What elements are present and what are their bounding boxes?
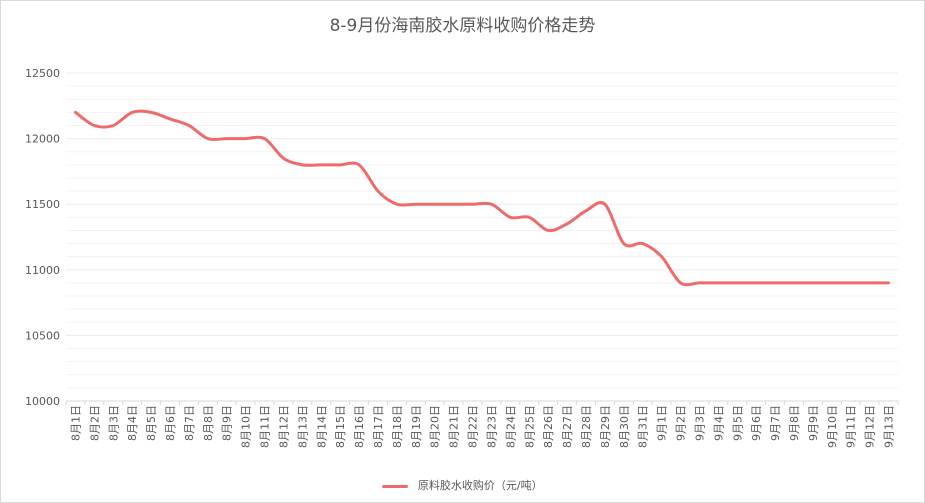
x-tick-label: 8月25日	[523, 405, 536, 448]
series-line	[73, 109, 891, 287]
x-tick-label: 8月17日	[372, 405, 385, 448]
y-tick-label: 11000	[25, 264, 60, 277]
x-tick-label: 9月1日	[656, 405, 669, 441]
x-tick-label: 8月21日	[448, 405, 461, 448]
x-tick-label: 8月7日	[183, 405, 196, 441]
x-tick-label: 8月11日	[259, 405, 272, 448]
x-tick-label: 9月12日	[864, 405, 877, 448]
x-tick-label: 8月28日	[580, 405, 593, 448]
x-tick-label: 9月3日	[693, 405, 706, 441]
x-tick-label: 9月4日	[712, 405, 725, 441]
x-tick-label: 8月8日	[202, 405, 215, 441]
x-tick-label: 8月14日	[315, 405, 328, 448]
y-tick-label: 10500	[25, 329, 60, 342]
y-tick-label: 12500	[25, 67, 60, 80]
x-tick-label: 8月31日	[637, 405, 650, 448]
x-tick-label: 9月13日	[883, 405, 896, 448]
x-tick-label: 9月6日	[750, 405, 763, 441]
legend-label: 原料胶水收购价（元/吨）	[417, 479, 543, 492]
x-tick-label: 8月12日	[277, 405, 290, 448]
x-tick-label: 8月13日	[296, 405, 309, 448]
x-tick-label: 8月27日	[561, 405, 574, 448]
x-tick-label: 8月19日	[410, 405, 423, 448]
x-tick-label: 8月9日	[221, 405, 234, 441]
x-tick-label: 9月11日	[845, 405, 858, 448]
x-tick-label: 8月22日	[467, 405, 480, 448]
x-tick-label: 8月16日	[353, 405, 366, 448]
x-tick-label: 8月6日	[164, 405, 177, 441]
x-tick-label: 8月23日	[485, 405, 498, 448]
x-tick-label: 9月8日	[788, 405, 801, 441]
x-tick-label: 9月7日	[769, 405, 782, 441]
chart-title: 8-9月份海南胶水原料收购价格走势	[329, 16, 596, 36]
x-tick-label: 9月10日	[826, 405, 839, 448]
x-tick-label: 9月2日	[675, 405, 688, 441]
x-tick-label: 9月5日	[731, 405, 744, 441]
x-tick-label: 8月10日	[240, 405, 253, 448]
x-tick-label: 8月1日	[69, 405, 82, 441]
y-tick-label: 11500	[25, 198, 60, 211]
x-tick-label: 8月15日	[334, 405, 347, 448]
x-tick-label: 8月2日	[88, 405, 101, 441]
x-tick-label: 8月30日	[618, 405, 631, 448]
y-tick-label: 12000	[25, 133, 60, 146]
x-tick-label: 8月20日	[429, 405, 442, 448]
x-tick-label: 9月9日	[807, 405, 820, 441]
y-tick-label: 10000	[25, 395, 60, 408]
x-tick-label: 8月3日	[107, 405, 120, 441]
legend-line-marker	[382, 484, 409, 488]
legend: 原料胶水收购价（元/吨）	[1, 477, 924, 493]
x-tick-label: 8月18日	[391, 405, 404, 448]
x-tick-label: 8月5日	[145, 405, 158, 441]
x-tick-label: 8月4日	[126, 405, 139, 441]
x-tick-label: 8月26日	[542, 405, 555, 448]
x-tick-label: 8月29日	[599, 405, 612, 448]
x-tick-label: 8月24日	[504, 405, 517, 448]
